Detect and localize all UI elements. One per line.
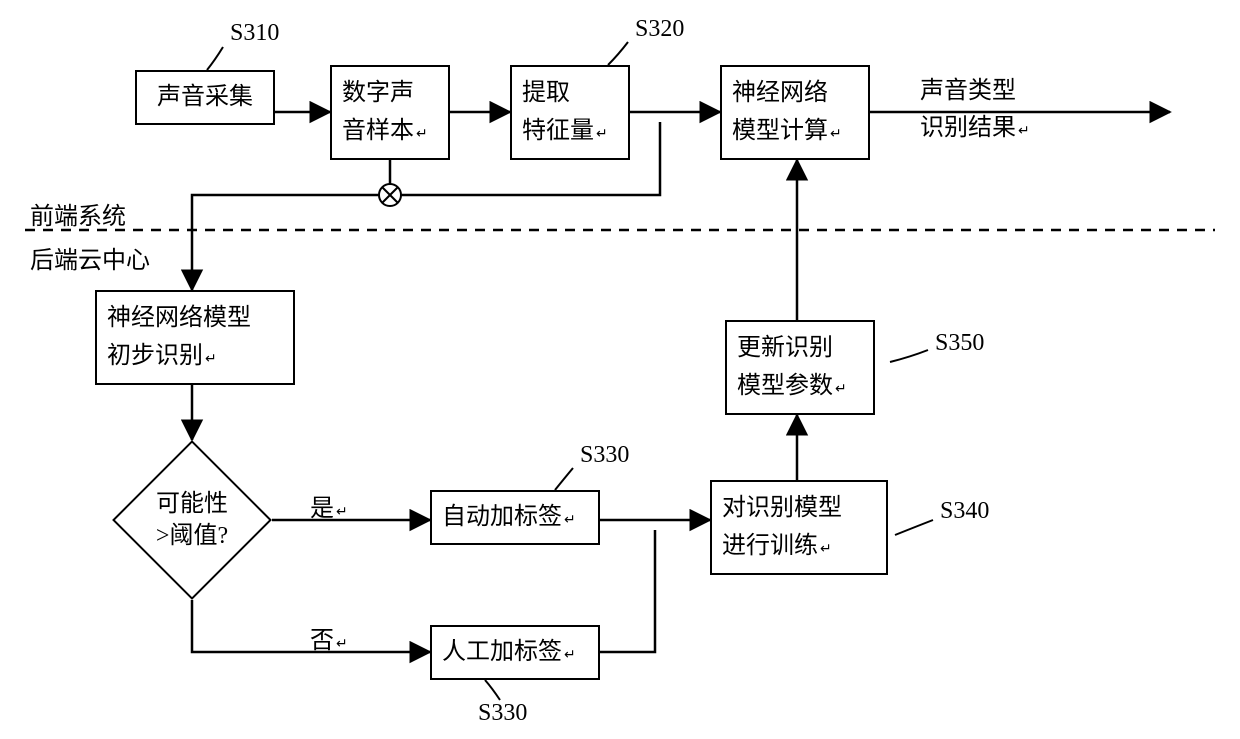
node-text: >阈值? [156, 523, 228, 549]
node-text: 模型计算 [732, 118, 828, 144]
decision-threshold: 可能性 >阈值? [112, 440, 272, 600]
decision-no-label: 否↵ [310, 620, 348, 655]
node-auto-label: 自动加标签↵ [430, 490, 600, 545]
node-text: 模型参数 [737, 373, 833, 399]
node-text: 声音采集 [157, 84, 253, 110]
node-text: 自动加标签 [442, 504, 562, 530]
leader-s310 [207, 47, 223, 70]
node-digital-sample: 数字声 音样本↵ [330, 65, 450, 160]
node-sound-capture: 声音采集 [135, 70, 275, 125]
node-text: 人工加标签 [442, 639, 562, 665]
section-frontend-label: 前端系统 [30, 196, 126, 231]
decision-yes-label: 是↵ [310, 488, 348, 523]
node-text: 提取 [522, 80, 570, 106]
node-text: 初步识别 [107, 343, 203, 369]
step-label-s330a: S330 [580, 442, 629, 469]
step-label-s340: S340 [940, 498, 989, 525]
step-label-s350: S350 [935, 330, 984, 357]
leader-s320 [608, 42, 628, 65]
step-label-s310: S310 [230, 20, 279, 47]
node-text: 对识别模型 [722, 495, 842, 521]
node-nn-compute: 神经网络 模型计算↵ [720, 65, 870, 160]
node-text: 更新识别 [737, 335, 833, 361]
step-label-s320: S320 [635, 16, 684, 43]
section-backend-label: 后端云中心 [30, 240, 150, 275]
step-label-s330b: S330 [478, 700, 527, 727]
leader-s350 [890, 350, 928, 362]
edge-tap-n5 [192, 195, 390, 290]
node-manual-label: 人工加标签↵ [430, 625, 600, 680]
node-text: 神经网络模型 [107, 305, 251, 331]
output-text: 声音类型 识别结果↵ [920, 73, 1030, 147]
node-text: 数字声 [342, 80, 414, 106]
node-text: 声音类型 [920, 78, 1016, 104]
node-extract-features: 提取 特征量↵ [510, 65, 630, 160]
node-text: 特征量 [522, 118, 594, 144]
node-text: 音样本 [342, 118, 414, 144]
leader-s330b [485, 680, 500, 700]
leader-s340 [895, 520, 933, 535]
node-update-params: 更新识别 模型参数↵ [725, 320, 875, 415]
edge-n7-n8 [600, 530, 655, 652]
flowchart-canvas: 前端系统 后端云中心 S310 S320 S330 S330 S340 S350… [0, 0, 1240, 739]
node-text: 进行训练 [722, 533, 818, 559]
node-text: 识别结果 [920, 115, 1016, 141]
node-text: 神经网络 [732, 80, 828, 106]
node-nn-preliminary: 神经网络模型 初步识别↵ [95, 290, 295, 385]
tap-icon [379, 184, 401, 206]
node-text: 可能性 [156, 491, 228, 517]
node-train-model: 对识别模型 进行训练↵ [710, 480, 888, 575]
leader-s330a [555, 468, 573, 490]
